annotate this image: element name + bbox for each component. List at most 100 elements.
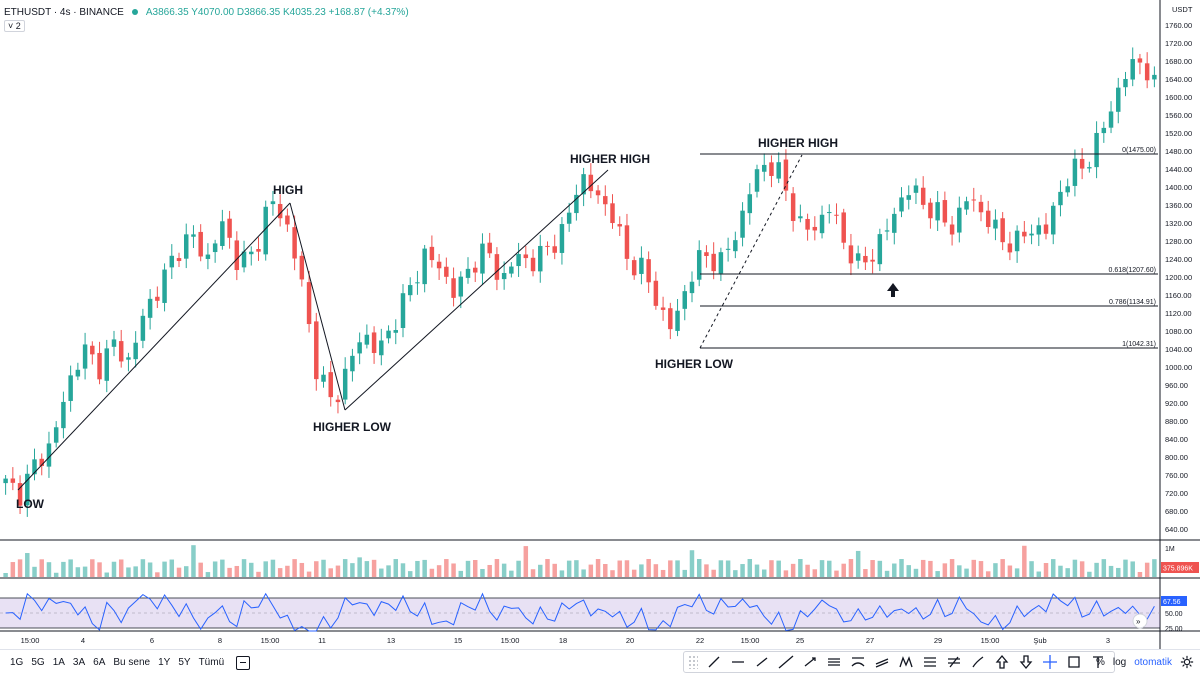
candle-body [884, 230, 890, 232]
range-button-5y[interactable]: 5Y [178, 656, 191, 668]
percent-scale-toggle[interactable]: % [1095, 656, 1105, 668]
range-button-tümü[interactable]: Tümü [198, 656, 225, 668]
volume-bar [1014, 568, 1020, 577]
candle-body [436, 261, 442, 269]
time-tick-label: 15:00 [501, 636, 520, 645]
candle-body [400, 293, 406, 329]
range-button-1g[interactable]: 1G [10, 656, 24, 668]
rectangle-tool-button[interactable] [1062, 652, 1086, 672]
candle-body [234, 240, 240, 271]
time-tick-label: 11 [318, 636, 326, 645]
time-tick-label: 20 [626, 636, 634, 645]
volume-bar [263, 561, 268, 577]
ray-tool-button[interactable] [750, 652, 774, 672]
candle-body [964, 201, 969, 210]
goto-date-icon[interactable] [236, 655, 251, 670]
candle-body [422, 248, 427, 285]
candle-body [111, 339, 117, 347]
symbol-title[interactable]: ETHUSDT · 4s · BINANCE [4, 6, 124, 18]
volume-bar [805, 564, 810, 577]
price-tick-label: 1760.00 [1165, 21, 1192, 30]
text-icon [1093, 656, 1103, 668]
range-button-bu-sene[interactable]: Bu sene [113, 656, 151, 668]
candle-body [487, 242, 492, 254]
volume-bar [1058, 565, 1063, 577]
volume-bar [559, 570, 565, 577]
parallel-channel-icon-path [828, 658, 840, 666]
candle-body [39, 458, 44, 466]
price-tick-label: 720.00 [1165, 489, 1188, 498]
candle-body [834, 214, 839, 216]
text-icon-path [1093, 656, 1103, 668]
candle-body [494, 254, 500, 280]
candle-body [848, 245, 854, 264]
price-tick-label: 1240.00 [1165, 255, 1192, 264]
xabcd-pattern-tool-button[interactable] [894, 652, 918, 672]
fib-diagonal-line [699, 154, 803, 349]
range-button-6a[interactable]: 6A [93, 656, 106, 668]
range-button-3a[interactable]: 3A [72, 656, 86, 668]
toolbar-drag-handle[interactable] [688, 655, 698, 669]
price-tick-label: 1360.00 [1165, 201, 1192, 210]
candle-body [530, 257, 536, 272]
volume-bar [769, 560, 774, 577]
time-tick-label: 15:00 [981, 636, 1000, 645]
range-button-1y[interactable]: 1Y [158, 656, 171, 668]
candle-body [53, 427, 59, 443]
log-scale-toggle[interactable]: log [1112, 656, 1127, 668]
candle-body [1065, 186, 1070, 193]
arrow-up-tool-button[interactable] [990, 652, 1014, 672]
volume-bar [82, 566, 88, 577]
brush-tool-button[interactable] [966, 652, 990, 672]
candle-body [256, 249, 261, 252]
candle-body [140, 315, 146, 341]
candle-body [270, 201, 276, 205]
parallel-channel-tool-button[interactable] [822, 652, 846, 672]
scroll-to-realtime-button[interactable] [1132, 613, 1148, 629]
candle-body [545, 245, 550, 247]
candle-body [198, 231, 203, 257]
horizontal-line-tool-button[interactable] [726, 652, 750, 672]
extended-line-tool-button[interactable] [774, 652, 798, 672]
volume-bar [942, 563, 948, 577]
horizontal-line-icon [732, 661, 744, 663]
trend-line-icon-path [708, 656, 720, 668]
volume-bar [747, 559, 753, 577]
flat-top-bottom-tool-button[interactable] [846, 652, 870, 672]
candle-body [444, 266, 449, 277]
brush-icon-path [972, 656, 984, 668]
candle-body [357, 342, 362, 354]
candle-body [971, 199, 977, 201]
volume-bar [155, 572, 160, 577]
info-line-tool-button[interactable] [798, 652, 822, 672]
text-tool-button[interactable] [1086, 652, 1110, 672]
volume-bar [913, 568, 919, 577]
volume-bar [75, 567, 81, 577]
volume-bar [32, 566, 37, 577]
disjoint-channel-tool-button[interactable] [870, 652, 894, 672]
volume-bar [436, 565, 442, 577]
candle-body [920, 187, 926, 205]
fib-extension-tool-button[interactable] [942, 652, 966, 672]
higher-low-label: HIGHER LOW [313, 420, 392, 434]
volume-bar [841, 563, 846, 577]
crosshair-tool-button[interactable] [1038, 652, 1062, 672]
auto-scale-toggle[interactable]: otomatik [1134, 656, 1172, 668]
volume-bar [964, 568, 969, 577]
range-button-5g[interactable]: 5G [31, 656, 45, 668]
chart-grid [0, 0, 1200, 649]
candle-body [82, 344, 88, 369]
settings-gear-icon[interactable] [1180, 655, 1194, 669]
volume-bar [545, 559, 550, 577]
indicator-toggle-button[interactable]: ˅ 2 [4, 20, 25, 32]
trend-line-tool-button[interactable] [702, 652, 726, 672]
range-button-1a[interactable]: 1A [52, 656, 65, 668]
volume-axis-label: 1M [1165, 546, 1175, 553]
volume-bar [458, 570, 464, 577]
arrow-down-tool-button[interactable] [1014, 652, 1038, 672]
price-axis: USDT 1760.00 1720.00 1680.00 1640.00 1600.00 1… [1165, 5, 1193, 534]
volume-bar [328, 568, 333, 577]
candle-body [342, 368, 348, 400]
fib-retracement-tool-button[interactable] [918, 652, 942, 672]
